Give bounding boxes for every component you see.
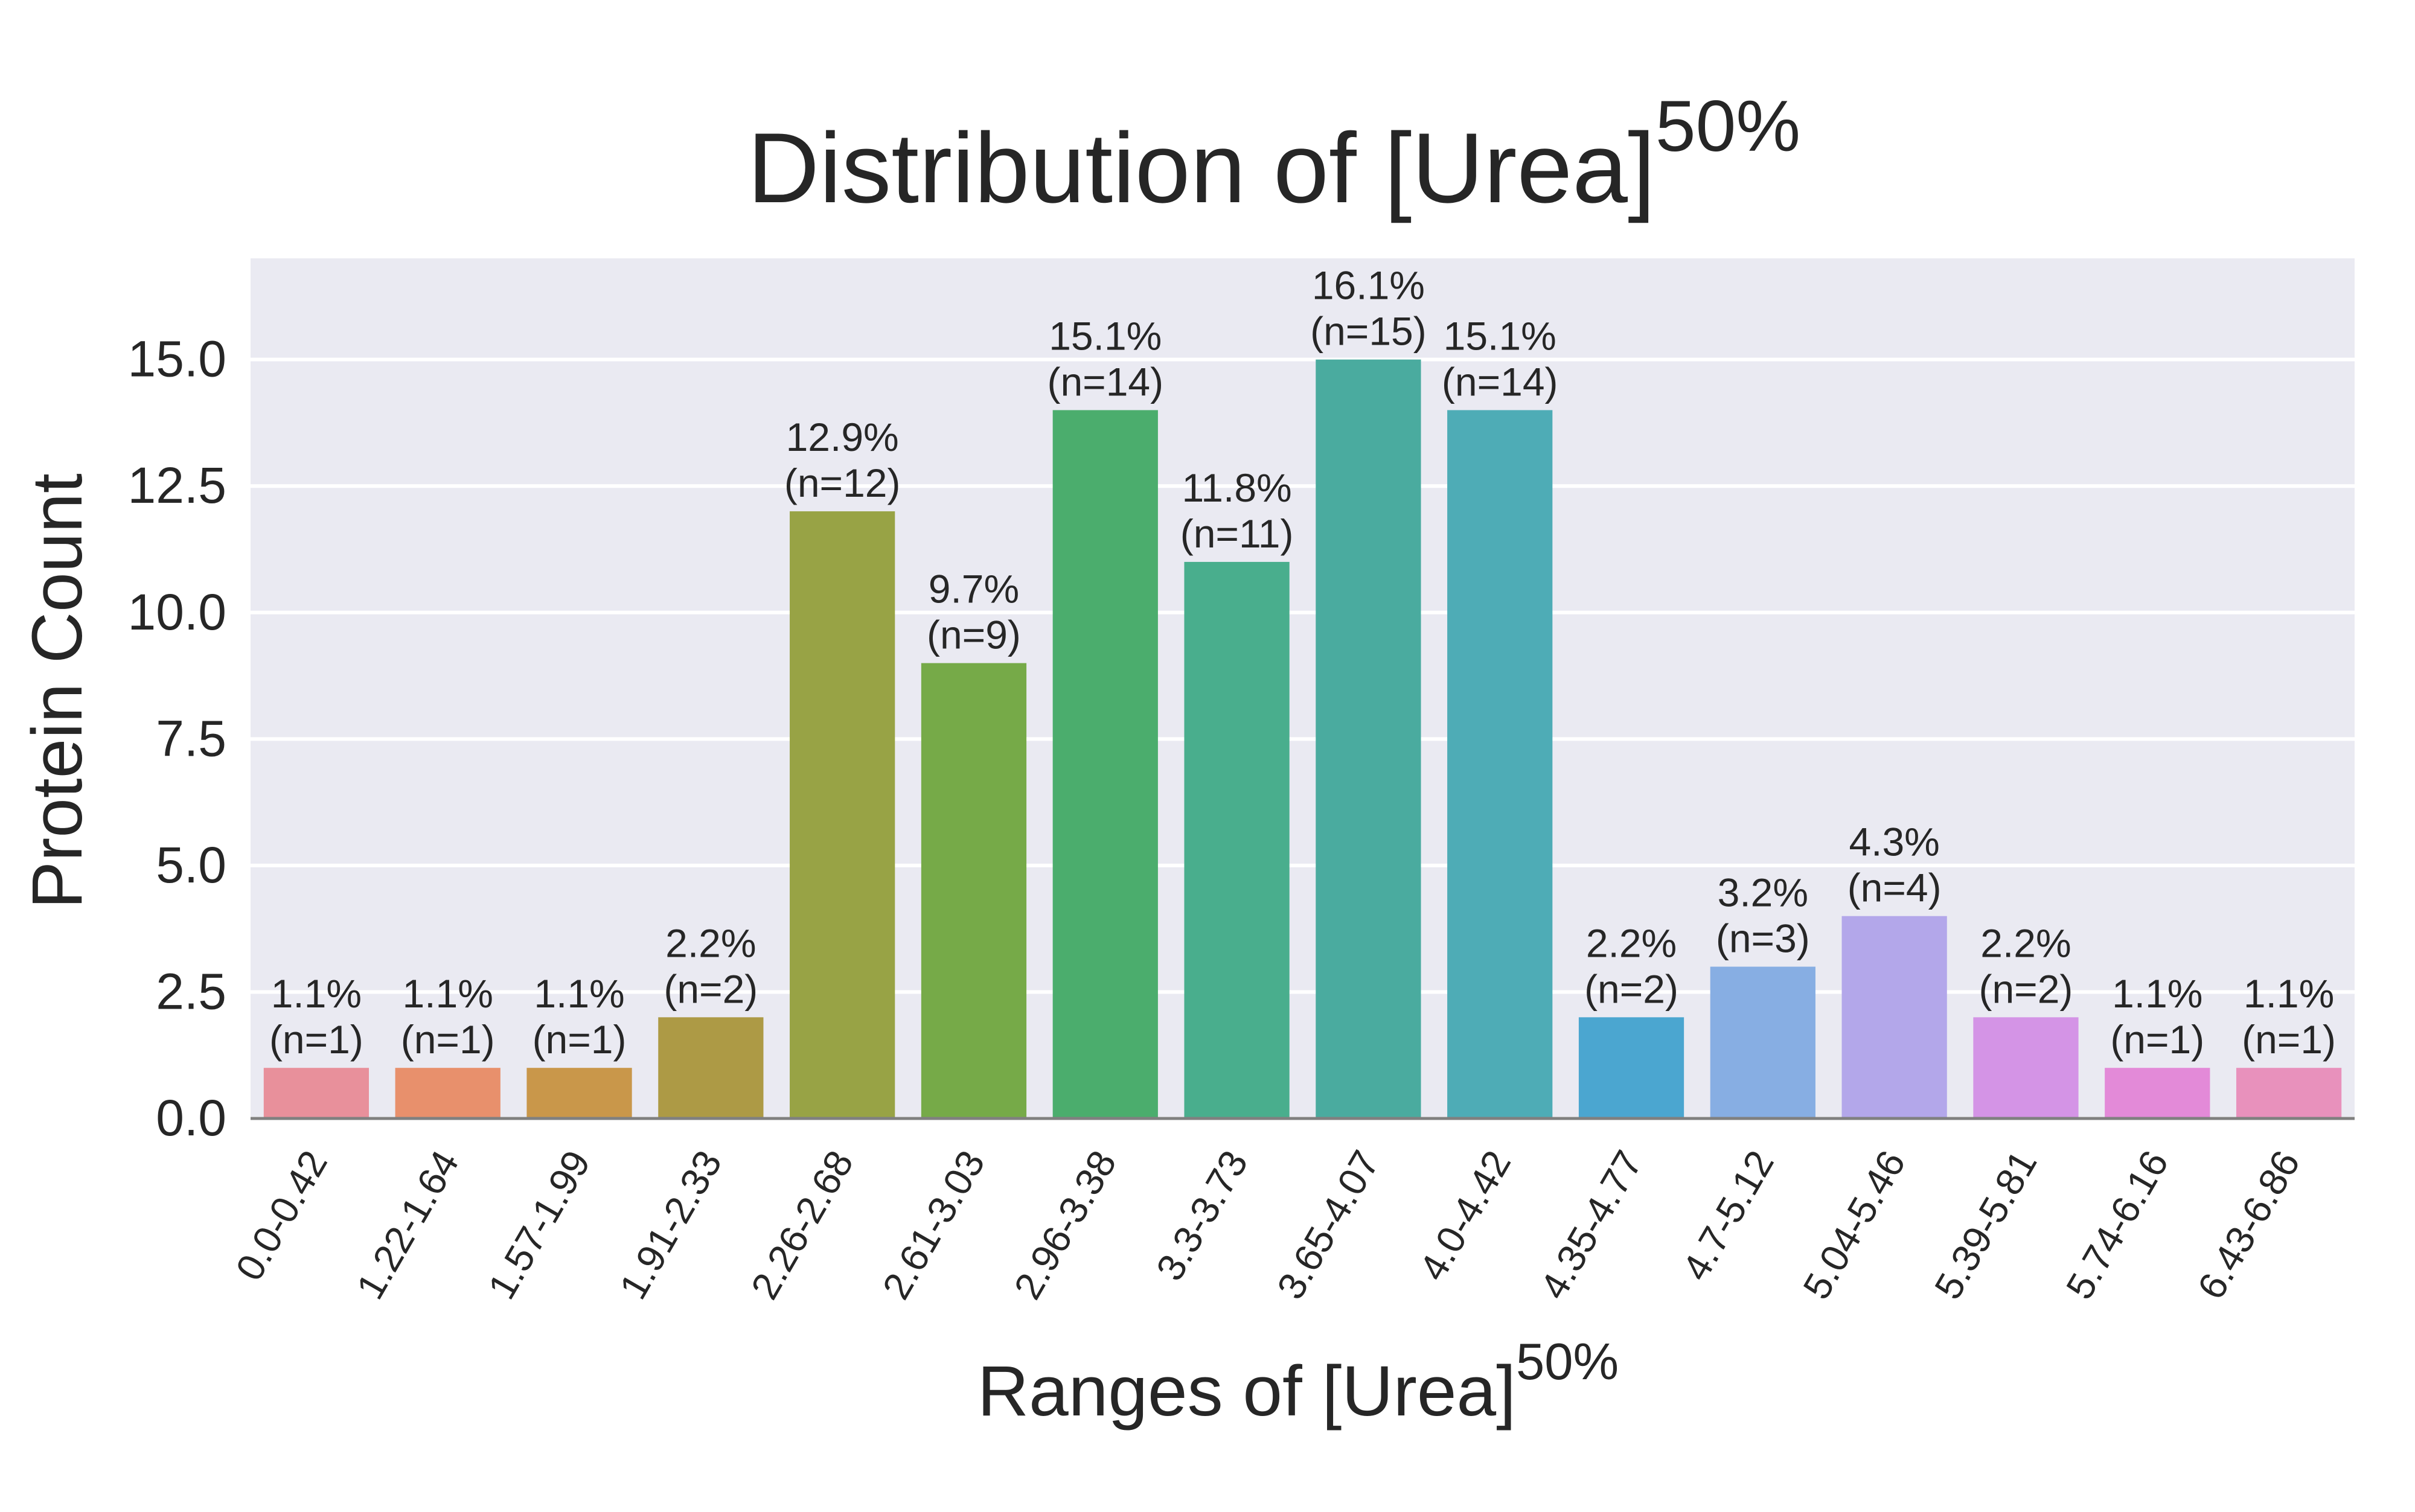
x-tick-label: 4.35-4.77 xyxy=(1532,1143,1651,1306)
bar-count-label: (n=1) xyxy=(269,1017,363,1062)
bar-percent-label: 2.2% xyxy=(665,920,756,965)
x-tick-label: 0.0-0.42 xyxy=(227,1143,336,1287)
bar-percent-label: 15.1% xyxy=(1049,313,1162,358)
bar-percent-label: 2.2% xyxy=(1980,920,2071,965)
bar xyxy=(263,1068,369,1118)
bar-percent-label: 3.2% xyxy=(1718,870,1808,915)
bar-percent-label: 4.3% xyxy=(1849,820,1939,864)
x-axis-label: Ranges of [Urea]50% xyxy=(977,1333,1619,1431)
y-tick-label: 15.0 xyxy=(128,331,227,388)
bar-count-label: (n=15) xyxy=(1310,309,1427,354)
bar-count-label: (n=14) xyxy=(1442,359,1558,404)
x-tick-label: 2.96-3.38 xyxy=(1005,1143,1125,1306)
plot-background xyxy=(251,258,2355,1118)
y-tick-label: 10.0 xyxy=(128,584,227,640)
bar-count-label: (n=3) xyxy=(1716,916,1810,961)
chart-title: Distribution of [Urea]50% xyxy=(747,86,1800,223)
bar-count-label: (n=2) xyxy=(664,966,758,1011)
bar-count-label: (n=1) xyxy=(2110,1017,2204,1062)
bar-count-label: (n=9) xyxy=(927,613,1021,657)
x-tick-label: 6.43-6.86 xyxy=(2189,1143,2309,1306)
bar xyxy=(2236,1068,2342,1118)
bar xyxy=(1052,410,1158,1118)
x-tick-label: 5.74-6.16 xyxy=(2058,1143,2177,1306)
x-tick-label: 3.65-4.07 xyxy=(1268,1143,1388,1306)
bar xyxy=(2105,1068,2210,1118)
bar xyxy=(790,511,895,1118)
bar-percent-label: 16.1% xyxy=(1312,263,1425,308)
bar-percent-label: 1.1% xyxy=(2112,971,2202,1016)
bar xyxy=(1710,966,1815,1118)
x-tick-label: 1.91-2.33 xyxy=(611,1143,731,1306)
y-tick-label: 0.0 xyxy=(156,1089,226,1146)
bar-percent-label: 9.7% xyxy=(929,567,1019,611)
y-tick-label: 5.0 xyxy=(156,837,226,893)
bar xyxy=(1316,359,1421,1119)
x-tick-label: 2.26-2.68 xyxy=(743,1143,862,1306)
y-tick-label: 12.5 xyxy=(128,457,227,514)
bar-count-label: (n=14) xyxy=(1047,359,1163,404)
bar-count-label: (n=12) xyxy=(784,461,901,505)
bar-percent-label: 1.1% xyxy=(403,971,493,1016)
x-tick-label: 5.39-5.81 xyxy=(1926,1143,2046,1306)
plot-area: 0.02.55.07.510.012.515.01.1%(n=1)0.0-0.4… xyxy=(128,258,2355,1306)
bar-percent-label: 15.1% xyxy=(1444,313,1556,358)
bar xyxy=(1447,410,1553,1118)
bar xyxy=(395,1068,501,1118)
y-axis-label: Protein Count xyxy=(18,473,97,909)
bar xyxy=(1841,916,1947,1118)
bar-percent-label: 1.1% xyxy=(2244,971,2334,1016)
y-tick-label: 7.5 xyxy=(156,710,226,767)
x-tick-label: 1.57-1.99 xyxy=(479,1143,599,1306)
bar-percent-label: 11.8% xyxy=(1182,465,1291,510)
bar-count-label: (n=11) xyxy=(1180,511,1294,556)
x-axis-label-text: Ranges of [Urea] xyxy=(977,1351,1516,1431)
bar-count-label: (n=2) xyxy=(1979,966,2073,1011)
bar-percent-label: 1.1% xyxy=(271,971,362,1016)
bar-count-label: (n=1) xyxy=(533,1017,627,1062)
bar-count-label: (n=2) xyxy=(1584,966,1678,1011)
x-tick-label: 5.04-5.46 xyxy=(1794,1143,1914,1306)
bar xyxy=(658,1017,764,1118)
bar-percent-label: 1.1% xyxy=(534,971,624,1016)
bar-percent-label: 2.2% xyxy=(1586,920,1677,965)
x-tick-label: 4.0-4.42 xyxy=(1411,1143,1520,1287)
y-tick-label: 2.5 xyxy=(156,963,226,1019)
x-tick-label: 4.7-5.12 xyxy=(1674,1143,1782,1287)
bar xyxy=(921,663,1027,1118)
bar xyxy=(1973,1017,2079,1118)
bar xyxy=(526,1068,632,1118)
bar xyxy=(1184,561,1290,1118)
chart-title-text: Distribution of [Urea] xyxy=(747,112,1655,223)
x-tick-label: 2.61-3.03 xyxy=(874,1143,994,1306)
bar-count-label: (n=4) xyxy=(1847,866,1942,910)
x-tick-label: 1.22-1.64 xyxy=(348,1143,467,1306)
bar-count-label: (n=1) xyxy=(401,1017,495,1062)
bar xyxy=(1578,1017,1684,1118)
chart-title-superscript: 50% xyxy=(1655,86,1800,167)
bar-percent-label: 12.9% xyxy=(786,415,899,459)
bar-count-label: (n=1) xyxy=(2242,1017,2336,1062)
x-tick-label: 3.3-3.73 xyxy=(1148,1143,1256,1287)
x-axis-label-superscript: 50% xyxy=(1516,1333,1619,1391)
